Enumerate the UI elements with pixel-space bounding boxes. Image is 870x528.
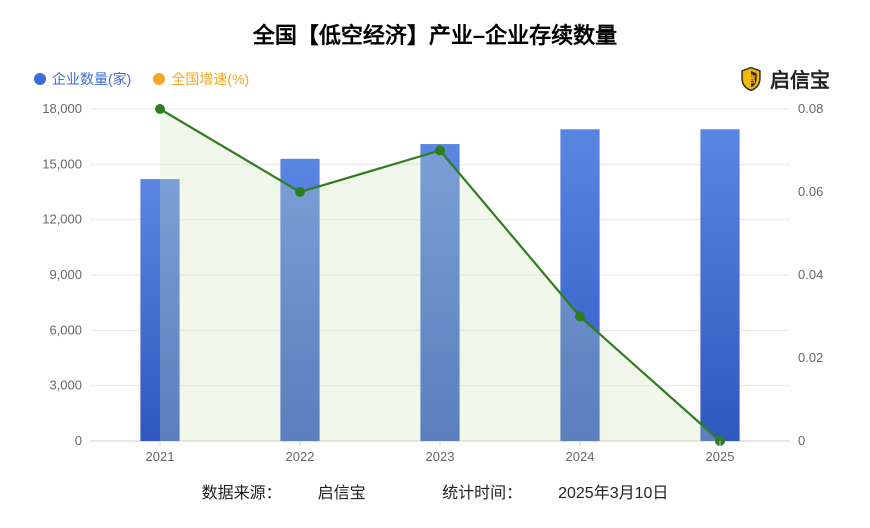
svg-text:2022: 2022 bbox=[286, 449, 315, 464]
legend-label-line: 全国增速(%) bbox=[171, 69, 249, 89]
footer-date-value: 2025年3月10日 bbox=[558, 485, 668, 502]
svg-text:2023: 2023 bbox=[426, 449, 455, 464]
line-marker bbox=[575, 312, 585, 322]
plot-svg: 0 3,000 6,000 9,000 12,000 15,000 18,000 0 0.02 0… bbox=[30, 101, 840, 471]
svg-text:0: 0 bbox=[798, 433, 805, 448]
bar bbox=[700, 129, 739, 441]
chart-title: 全国【低空经济】产业–企业存续数量 bbox=[30, 18, 840, 50]
legend-row: 企业数量(家) 全国增速(%) 信 启信宝 bbox=[30, 64, 840, 93]
svg-text:0.06: 0.06 bbox=[798, 184, 823, 199]
legend-item-bar: 企业数量(家) bbox=[34, 69, 131, 89]
svg-text:2021: 2021 bbox=[146, 449, 175, 464]
svg-text:2024: 2024 bbox=[566, 449, 595, 464]
svg-text:2025: 2025 bbox=[706, 449, 735, 464]
legend-items: 企业数量(家) 全国增速(%) bbox=[34, 69, 249, 89]
line-marker bbox=[435, 146, 445, 156]
footer-date-label: 统计时间： bbox=[442, 485, 522, 502]
footer-source-label: 数据来源： bbox=[202, 485, 282, 502]
footer-source-value: 启信宝 bbox=[318, 485, 366, 502]
legend-item-line: 全国增速(%) bbox=[153, 69, 249, 89]
svg-text:0.02: 0.02 bbox=[798, 350, 823, 365]
legend-dot-bar bbox=[34, 73, 46, 85]
svg-text:6,000: 6,000 bbox=[49, 322, 82, 337]
footer: 数据来源： 启信宝 统计时间： 2025年3月10日 bbox=[30, 479, 840, 503]
plot-area: 0 3,000 6,000 9,000 12,000 15,000 18,000 0 0.02 0… bbox=[30, 101, 840, 471]
legend-label-bar: 企业数量(家) bbox=[52, 69, 131, 89]
legend-dot-line bbox=[153, 73, 165, 85]
footer-source: 数据来源： 启信宝 bbox=[184, 485, 388, 502]
footer-date: 统计时间： 2025年3月10日 bbox=[424, 485, 686, 502]
line-marker bbox=[155, 104, 165, 114]
brand-name: 启信宝 bbox=[770, 64, 830, 93]
line-marker bbox=[295, 187, 305, 197]
svg-text:3,000: 3,000 bbox=[49, 378, 82, 393]
svg-text:0.04: 0.04 bbox=[798, 267, 823, 282]
svg-text:18,000: 18,000 bbox=[42, 101, 82, 116]
svg-text:信: 信 bbox=[746, 72, 756, 85]
svg-text:15,000: 15,000 bbox=[42, 156, 82, 171]
brand-shield-icon: 信 bbox=[738, 66, 764, 92]
svg-text:0: 0 bbox=[75, 433, 82, 448]
svg-text:0.08: 0.08 bbox=[798, 101, 823, 116]
chart-container: 全国【低空经济】产业–企业存续数量 企业数量(家) 全国增速(%) 信 启信宝 … bbox=[0, 0, 870, 528]
svg-text:9,000: 9,000 bbox=[49, 267, 82, 282]
svg-text:12,000: 12,000 bbox=[42, 212, 82, 227]
brand: 信 启信宝 bbox=[738, 64, 830, 93]
